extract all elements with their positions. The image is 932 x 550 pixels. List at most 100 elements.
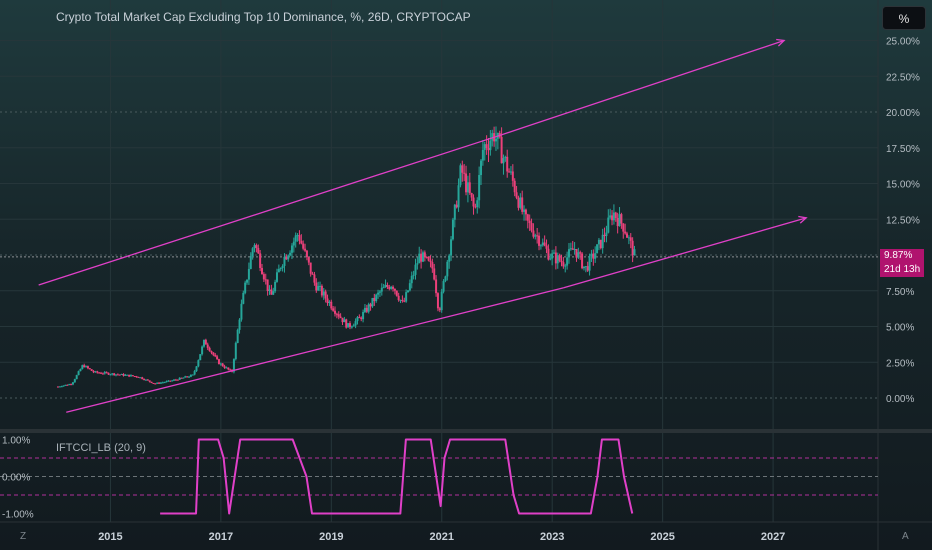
candle-body — [440, 291, 443, 311]
candle-body — [453, 204, 456, 220]
candle-body — [390, 286, 393, 289]
percent-scale-button[interactable]: % — [882, 6, 926, 30]
candle-body — [77, 371, 80, 376]
candle-body — [240, 303, 243, 320]
candle-body — [592, 253, 595, 259]
candle-body — [588, 256, 591, 271]
candle-body — [459, 165, 462, 186]
candle-body — [332, 308, 335, 311]
candle-body — [193, 371, 196, 375]
candle-body — [320, 285, 323, 296]
candle-body — [111, 373, 114, 375]
candle-body — [345, 319, 348, 328]
candle-body — [476, 200, 479, 208]
auto-scale-button[interactable]: A — [902, 531, 909, 542]
candle-body — [257, 247, 260, 254]
candle-body — [564, 265, 567, 267]
candle-body — [590, 253, 593, 257]
candle-body — [616, 217, 619, 227]
candle-body — [554, 252, 557, 264]
candle-body — [384, 284, 387, 288]
candle-body — [367, 304, 370, 312]
y-tick-label: 22.50% — [886, 72, 920, 83]
candle-body — [373, 297, 376, 302]
candle-body — [189, 374, 192, 377]
candle-body — [410, 275, 413, 284]
candle-body — [92, 370, 95, 373]
candle-body — [294, 235, 297, 242]
candle-body — [551, 253, 554, 259]
candle-body — [212, 352, 215, 355]
candle-body — [547, 248, 550, 260]
candle-body — [238, 319, 241, 330]
candle-body — [221, 363, 224, 367]
candle-body — [494, 138, 497, 142]
candle-body — [229, 369, 232, 371]
candle-body — [169, 380, 172, 382]
candle-body — [214, 354, 217, 357]
y-tick-label: 15.00% — [886, 180, 920, 191]
candle-body — [481, 149, 484, 161]
candle-body — [442, 281, 445, 292]
candle-body — [339, 316, 342, 318]
candle-body — [558, 255, 561, 261]
candle-body — [393, 288, 396, 291]
candle-body — [517, 197, 520, 208]
candle-body — [620, 214, 623, 224]
candle-body — [427, 257, 430, 261]
candle-body — [122, 374, 125, 376]
candle-body — [478, 175, 481, 201]
candle-body — [584, 266, 587, 268]
candle-body — [605, 232, 608, 237]
candle-body — [126, 374, 129, 376]
candle-body — [128, 374, 131, 377]
candle-body — [161, 382, 164, 384]
candle-body — [158, 382, 161, 384]
candle-body — [129, 375, 132, 377]
candle-body — [509, 171, 512, 173]
candle-body — [444, 276, 447, 282]
candle-body — [397, 295, 400, 301]
candle-body — [191, 374, 194, 376]
candle-body — [249, 256, 252, 269]
candle-body — [414, 264, 417, 275]
candle-body — [266, 279, 269, 292]
candle-body — [180, 377, 183, 379]
candle-body — [262, 274, 265, 280]
candle-body — [502, 158, 505, 164]
candle-body — [66, 384, 69, 386]
candle-body — [135, 376, 138, 378]
candle-body — [457, 185, 460, 208]
timezone-button[interactable]: Z — [20, 531, 27, 542]
candle-body — [524, 209, 527, 215]
y-tick-label: 7.50% — [886, 287, 914, 298]
candle-body — [582, 266, 585, 269]
candle-body — [465, 173, 468, 193]
candle-body — [242, 292, 245, 304]
candle-body — [124, 374, 127, 376]
candle-body — [81, 365, 84, 370]
candle-body — [624, 231, 627, 234]
x-tick-label: 2023 — [540, 531, 564, 543]
candle-body — [165, 381, 168, 383]
candle-body — [421, 252, 424, 262]
candle-body — [173, 379, 176, 381]
candle-body — [141, 377, 144, 380]
candle-body — [225, 367, 228, 369]
candle-body — [309, 262, 312, 274]
candle-body — [350, 326, 353, 328]
candle-body — [534, 235, 537, 237]
candle-body — [163, 382, 166, 384]
candle-body — [296, 235, 299, 237]
candle-body — [622, 223, 625, 232]
channel-trendline — [38, 135, 498, 286]
bar-countdown-tag: 21d 13h — [880, 263, 924, 277]
chart-title: Crypto Total Market Cap Excluding Top 10… — [56, 10, 471, 24]
candle-body — [629, 237, 632, 241]
candle-body — [79, 369, 82, 372]
candle-body — [264, 279, 267, 281]
candle-body — [176, 379, 179, 381]
candle-body — [94, 371, 97, 373]
candle-body — [148, 380, 151, 382]
candle-body — [500, 137, 503, 164]
